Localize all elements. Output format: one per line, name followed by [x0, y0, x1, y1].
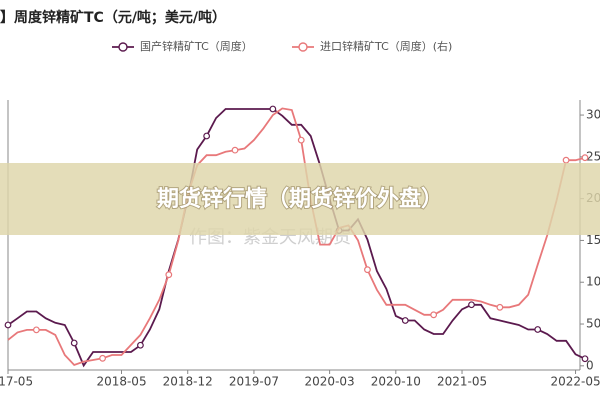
banner-band [0, 163, 600, 235]
chart-title: 】周度锌精矿TC（元/吨；美元/吨） [0, 9, 226, 26]
point-marker [581, 154, 589, 162]
point-marker [203, 132, 211, 140]
x-tick-label: 2019-07 [229, 375, 279, 389]
point-marker [99, 354, 106, 362]
y2-tick-label: 100 [586, 275, 600, 289]
point-marker [269, 105, 277, 113]
point-marker [430, 311, 438, 319]
y2-tick-label: 50 [586, 317, 600, 331]
point-marker [32, 326, 40, 334]
banner-title: 期货锌行情（期货锌价外盘） [157, 186, 443, 212]
legend-label: 国产锌精矿TC（周度） [140, 39, 253, 53]
point-marker [165, 271, 173, 279]
x-tick-label: 2017-05 [0, 375, 33, 389]
x-tick-label: 2018-05 [96, 375, 146, 389]
x-tick-label: 2022-05 [550, 375, 600, 389]
x-tick-label: 2021-05 [437, 375, 487, 389]
point-marker [562, 156, 570, 164]
legend-marker [298, 42, 308, 52]
y2-tick-label: 0 [586, 358, 594, 372]
point-marker [468, 301, 475, 309]
legend-label: 进口锌精矿TC（周度）(右) [320, 39, 452, 53]
point-marker [364, 266, 371, 274]
plot: 0501001502002503002017-052018-052018-122… [0, 39, 600, 389]
point-marker [70, 339, 78, 347]
point-marker [496, 303, 504, 311]
point-marker [137, 341, 144, 349]
point-marker [297, 136, 305, 144]
point-marker [534, 326, 542, 333]
y2-tick-label: 250 [586, 149, 600, 163]
x-tick-label: 2020-03 [305, 375, 355, 389]
legend-marker [118, 42, 128, 52]
point-marker [401, 317, 409, 324]
point-marker [231, 146, 239, 154]
y2-tick-label: 300 [586, 108, 600, 122]
point-marker [581, 355, 589, 363]
y2-tick-label: 150 [586, 233, 600, 247]
point-marker [4, 321, 12, 329]
x-tick-label: 2020-10 [371, 375, 421, 389]
x-tick-label: 2018-12 [163, 375, 213, 389]
